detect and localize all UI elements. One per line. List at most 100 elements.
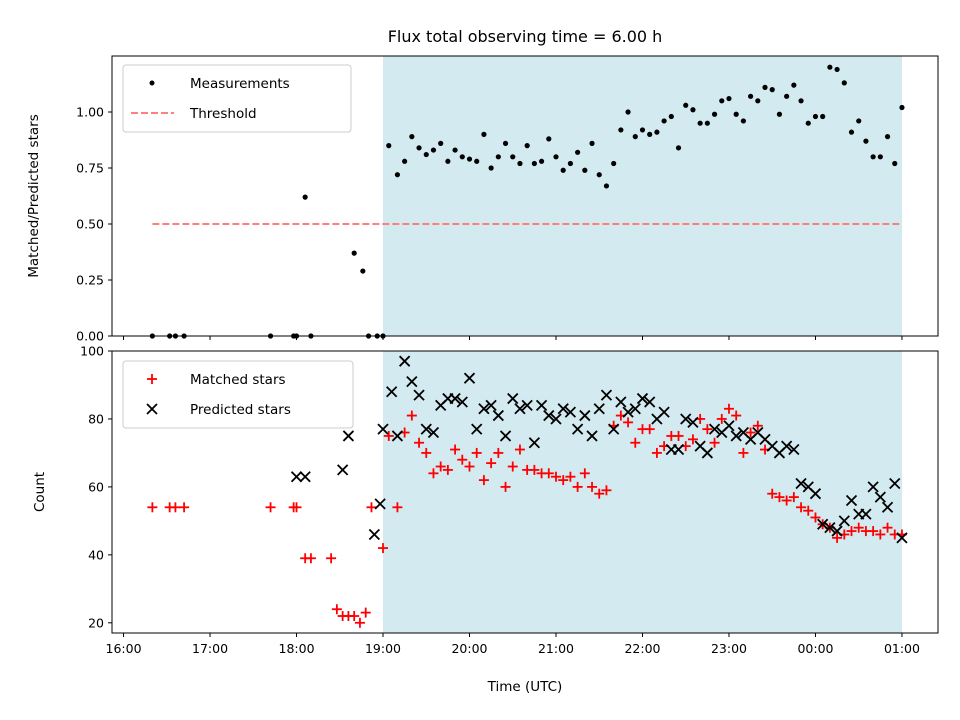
measurement-point (661, 118, 667, 124)
chart-title: Flux total observing time = 6.00 h (388, 27, 663, 46)
matched-stars-point (383, 430, 394, 441)
predicted-stars-point (391, 430, 404, 442)
matched-stars-point (853, 522, 864, 533)
measurement-point (841, 80, 847, 86)
measurement-point (452, 147, 458, 153)
matched-stars-point (543, 468, 554, 479)
matched-stars-point (579, 468, 590, 479)
flux-ratio-y-ticks: 0.00 0.25 0.50 0.75 1.00 (76, 105, 112, 344)
measurement-point (870, 154, 876, 160)
measurement-point (892, 160, 898, 167)
legend-top: Measurements Threshold (122, 64, 352, 133)
measurement-point (445, 158, 451, 164)
predicted-stars-point (485, 399, 497, 411)
x-axis-label: Time (UTC) (487, 679, 563, 695)
matched-stars-point (366, 502, 377, 513)
measurement-point (394, 172, 401, 178)
matched-stars-point (360, 607, 371, 618)
star-count-y-ticks: 20 40 60 80 100 (80, 344, 112, 630)
predicted-stars-point (427, 426, 440, 439)
matched-stars-point (731, 410, 742, 421)
measurement-point (589, 140, 595, 146)
predicted-stars-point (456, 396, 468, 408)
measurement-point (632, 134, 638, 140)
predicted-stars-point (564, 406, 577, 418)
measurement-point (611, 160, 617, 167)
measurement-point (430, 147, 437, 153)
matched-stars-point (745, 427, 756, 438)
legend-top-box (122, 64, 352, 133)
measurement-point (834, 66, 840, 73)
measurement-point (820, 113, 826, 120)
predicted-stars-point (449, 392, 461, 405)
matched-stars-point (464, 461, 475, 472)
predicted-stars-point (889, 477, 901, 490)
measurement-point (531, 160, 537, 167)
predicted-stars-point (838, 515, 850, 527)
matched-stars-point (687, 434, 698, 445)
matched-stars-point (572, 481, 583, 492)
matched-stars-point (832, 532, 843, 543)
measurement-point (560, 167, 566, 173)
predicted-stars-point (644, 396, 656, 408)
measurement-point (302, 194, 308, 200)
measurement-point (769, 87, 775, 93)
x-tick-label: 21:00 (538, 641, 574, 656)
matched-stars-point (414, 437, 425, 448)
matched-stars-point (810, 512, 821, 523)
observing-window-shade (383, 56, 902, 336)
legend-bottom: Matched stars Predicted stars (122, 360, 354, 429)
measurement-point (538, 158, 545, 164)
measurement-point (524, 143, 530, 149)
flux-ratio-x-ticks (123, 336, 903, 340)
matched-stars-point (723, 403, 734, 414)
matched-stars-point (442, 464, 453, 475)
matched-stars-point (392, 502, 403, 513)
star-count-marks (147, 355, 908, 628)
predicted-stars-point (507, 392, 519, 405)
measurement-point (776, 111, 783, 117)
matched-stars-point (673, 430, 684, 441)
y-tick-label: 40 (88, 547, 104, 562)
matched-stars-point (478, 475, 489, 486)
legend-label-threshold: Threshold (189, 106, 257, 122)
predicted-stars-point (463, 372, 476, 384)
predicted-stars-point (600, 389, 613, 401)
legend-marker-measurements (149, 80, 155, 86)
matched-stars-point (435, 461, 446, 472)
predicted-stars-point (622, 406, 634, 418)
matched-stars-point (486, 458, 497, 469)
measurement-point (711, 111, 718, 117)
matched-stars-point (349, 611, 360, 622)
x-tick-label: 22:00 (624, 641, 660, 656)
matched-stars-point (406, 410, 417, 421)
predicted-stars-point (478, 403, 490, 415)
matched-stars-point (331, 604, 342, 615)
matched-stars-point (875, 529, 886, 540)
measurement-point (502, 140, 509, 146)
flux-ratio-marks (149, 64, 905, 339)
predicted-stars-point (860, 508, 872, 520)
measurement-point (877, 154, 883, 160)
matched-stars-point (529, 464, 540, 475)
predicted-stars-point (809, 488, 822, 500)
measurement-point (360, 268, 366, 274)
measurement-point (495, 154, 501, 160)
measurement-point (668, 113, 674, 120)
matched-stars-point (702, 424, 713, 435)
matched-stars-point (507, 461, 518, 472)
predicted-stars-point (730, 430, 742, 442)
measurement-point (748, 93, 754, 99)
measurement-point (459, 154, 465, 160)
matched-stars-point (170, 502, 181, 513)
matched-stars-point (882, 522, 893, 533)
y-tick-label: 0.00 (76, 329, 104, 344)
predicted-stars-point (881, 501, 894, 513)
matched-stars-point (378, 543, 389, 554)
matched-stars-point (147, 502, 158, 513)
predicted-stars-point (867, 481, 879, 493)
matched-stars-point (796, 502, 807, 513)
predicted-stars-point (831, 525, 843, 537)
measurement-point (683, 102, 689, 108)
